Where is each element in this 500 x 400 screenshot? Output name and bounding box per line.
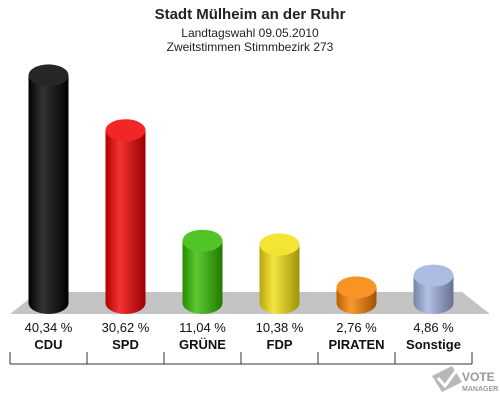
labels-group: 40,34 % CDU 30,62 % SPD 11,04 % GRÜNE 10,38 % F… [25, 320, 461, 352]
bar-piraten [336, 276, 377, 314]
value-label-piraten: 2,76 % [336, 320, 377, 335]
logo-line2: MANAGER [462, 386, 498, 393]
bar-body-cdu [28, 75, 69, 314]
chart-subtitle-2: Zweitstimmen Stimmbezirk 273 [167, 40, 334, 54]
x-axis-ticks [9, 352, 473, 364]
chart-subtitle-1: Landtagswahl 09.05.2010 [181, 26, 319, 40]
category-label-spd: SPD [112, 337, 139, 352]
category-label-piraten: PIRATEN [328, 337, 384, 352]
bar-cdu [28, 64, 69, 314]
bar-body-grüne [182, 240, 223, 314]
value-label-sonstige: 4,86 % [413, 320, 454, 335]
value-label-fdp: 10,38 % [256, 320, 304, 335]
bar-top-grüne [182, 229, 223, 252]
category-label-fdp: FDP [267, 337, 293, 352]
bar-spd [105, 119, 146, 314]
bar-top-sonstige [413, 264, 454, 287]
bar-top-piraten [336, 276, 377, 299]
value-label-cdu: 40,34 % [25, 320, 73, 335]
bar-top-fdp [259, 233, 300, 256]
bar-grüne [182, 229, 223, 314]
bar-top-cdu [28, 64, 69, 87]
bar-body-sonstige [413, 275, 454, 314]
bar-body-fdp [259, 244, 300, 314]
value-label-spd: 30,62 % [102, 320, 150, 335]
logo-line1: VOTE [462, 370, 495, 384]
bars-group [28, 64, 454, 314]
bar-top-spd [105, 119, 146, 142]
bar-body-spd [105, 130, 146, 314]
bar-fdp [259, 233, 300, 314]
value-label-grüne: 11,04 % [179, 320, 226, 335]
vote-manager-logo: VOTE MANAGER [432, 366, 498, 393]
bar-sonstige [413, 264, 454, 314]
ballot-check-icon [432, 366, 462, 392]
category-label-grüne: GRÜNE [179, 337, 226, 352]
category-label-cdu: CDU [34, 337, 62, 352]
category-label-sonstige: Sonstige [406, 337, 461, 352]
chart-title: Stadt Mülheim an der Ruhr [155, 6, 346, 23]
